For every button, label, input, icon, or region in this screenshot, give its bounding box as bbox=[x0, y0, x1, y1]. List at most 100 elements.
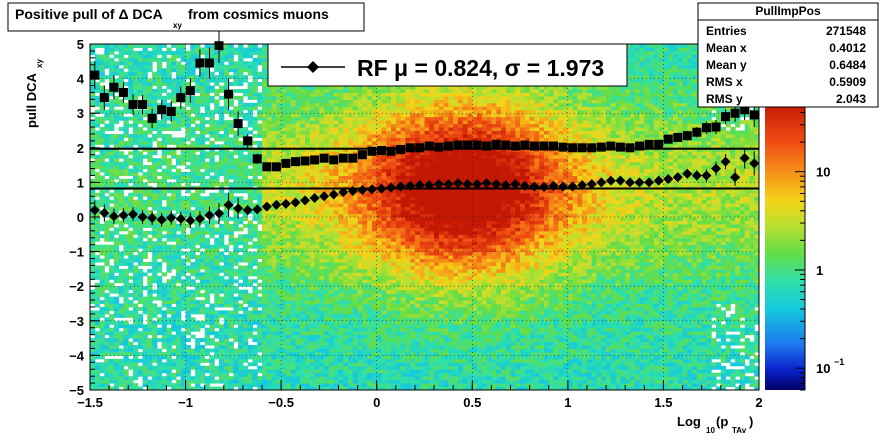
heatmap-cell bbox=[348, 261, 354, 266]
heatmap-cell bbox=[262, 106, 268, 111]
heatmap-cell bbox=[238, 227, 244, 232]
heatmap-cell bbox=[166, 158, 172, 163]
heatmap-cell bbox=[137, 82, 144, 87]
heatmap-cell bbox=[348, 289, 354, 294]
heatmap-cell bbox=[247, 123, 253, 128]
heatmap-cell bbox=[99, 147, 105, 152]
heatmap-cell bbox=[123, 71, 129, 76]
heatmap-cell bbox=[285, 106, 292, 111]
heatmap-cell bbox=[185, 244, 191, 249]
heatmap-cell bbox=[238, 144, 244, 149]
heatmap-cell bbox=[357, 255, 363, 260]
heatmap-cell bbox=[305, 320, 311, 325]
heatmap-cell bbox=[266, 130, 273, 135]
heatmap-cell bbox=[176, 313, 182, 318]
heatmap-cell bbox=[142, 144, 148, 149]
heatmap-cell bbox=[328, 85, 335, 90]
heatmap-cell bbox=[209, 320, 215, 325]
heatmap-cell bbox=[176, 286, 182, 291]
heatmap-cell bbox=[161, 75, 167, 80]
heatmap-cell bbox=[271, 237, 277, 242]
heatmap-cell bbox=[343, 372, 349, 377]
heatmap-cell bbox=[147, 88, 153, 93]
heatmap-cell bbox=[166, 300, 172, 304]
heatmap-cell bbox=[300, 265, 306, 270]
heatmap-cell bbox=[242, 168, 249, 173]
heatmap-cell bbox=[338, 310, 344, 315]
heatmap-cell bbox=[219, 237, 225, 242]
heatmap-cell bbox=[233, 75, 239, 80]
heatmap-cell bbox=[94, 99, 101, 104]
heatmap-cell bbox=[113, 237, 120, 242]
heatmap-cell bbox=[247, 376, 253, 381]
heatmap-cell bbox=[219, 137, 225, 142]
heatmap-cell bbox=[147, 199, 153, 204]
heatmap-cell bbox=[252, 92, 258, 97]
heatmap-cell bbox=[266, 282, 273, 287]
heatmap-cell bbox=[113, 68, 120, 73]
heatmap-cell bbox=[109, 206, 115, 211]
heatmap-cell bbox=[190, 261, 196, 266]
heatmap-cell bbox=[123, 109, 129, 114]
heatmap-cell bbox=[319, 300, 325, 304]
heatmap-cell bbox=[214, 279, 220, 284]
heatmap-cell bbox=[338, 313, 344, 318]
heatmap-cell bbox=[109, 251, 115, 256]
heatmap-cell bbox=[247, 113, 253, 118]
heatmap-cell bbox=[295, 237, 301, 242]
heatmap-cell bbox=[262, 144, 268, 149]
heatmap-cell bbox=[219, 338, 225, 343]
heatmap-cell bbox=[199, 258, 206, 263]
heatmap-cell bbox=[109, 286, 115, 291]
heatmap-cell bbox=[113, 296, 120, 301]
heatmap-cell bbox=[295, 369, 301, 374]
heatmap-cell bbox=[214, 206, 220, 211]
heatmap-cell bbox=[219, 348, 225, 353]
heatmap-cell bbox=[176, 289, 182, 294]
heatmap-cell bbox=[166, 175, 172, 180]
heatmap-cell bbox=[185, 386, 191, 391]
heatmap-cell bbox=[285, 358, 292, 363]
heatmap-cell bbox=[290, 272, 296, 277]
heatmap-cell bbox=[223, 109, 230, 114]
heatmap-cell bbox=[257, 369, 263, 374]
heatmap-cell bbox=[137, 324, 144, 329]
heatmap-cell bbox=[266, 258, 273, 263]
heatmap-cell bbox=[238, 306, 244, 311]
heatmap-cell bbox=[228, 189, 234, 194]
heatmap-cell bbox=[90, 348, 96, 353]
heatmap-cell bbox=[147, 54, 153, 59]
heatmap-cell bbox=[199, 282, 206, 287]
heatmap-cell bbox=[343, 199, 349, 204]
heatmap-cell bbox=[123, 140, 129, 145]
heatmap-cell bbox=[90, 289, 96, 294]
heatmap-cell bbox=[252, 293, 258, 298]
heatmap-cell bbox=[300, 365, 306, 370]
heatmap-cell bbox=[309, 213, 316, 218]
heatmap-cell bbox=[352, 362, 359, 367]
heatmap-cell bbox=[133, 289, 139, 294]
heatmap-cell bbox=[209, 379, 215, 384]
heatmap-cell bbox=[281, 237, 287, 242]
heatmap-cell bbox=[281, 234, 287, 239]
heatmap-cell bbox=[90, 50, 96, 55]
heatmap-cell bbox=[90, 369, 96, 374]
heatmap-cell bbox=[324, 237, 330, 242]
heatmap-cell bbox=[133, 324, 139, 329]
heatmap-cell bbox=[94, 237, 101, 242]
heatmap-cell bbox=[204, 130, 210, 135]
heatmap-cell bbox=[343, 248, 349, 253]
heatmap-cell bbox=[152, 275, 158, 280]
heatmap-cell bbox=[147, 300, 153, 304]
heatmap-cell bbox=[133, 113, 139, 118]
heatmap-cell bbox=[348, 133, 354, 138]
heatmap-cell bbox=[152, 268, 158, 273]
heatmap-cell bbox=[142, 210, 148, 215]
heatmap-cell bbox=[266, 227, 273, 232]
heatmap-cell bbox=[233, 320, 239, 325]
heatmap-cell bbox=[228, 345, 234, 349]
heatmap-cell bbox=[214, 310, 220, 315]
heatmap-cell bbox=[276, 133, 282, 138]
heatmap-cell bbox=[290, 147, 296, 152]
heatmap-cell bbox=[300, 268, 306, 273]
